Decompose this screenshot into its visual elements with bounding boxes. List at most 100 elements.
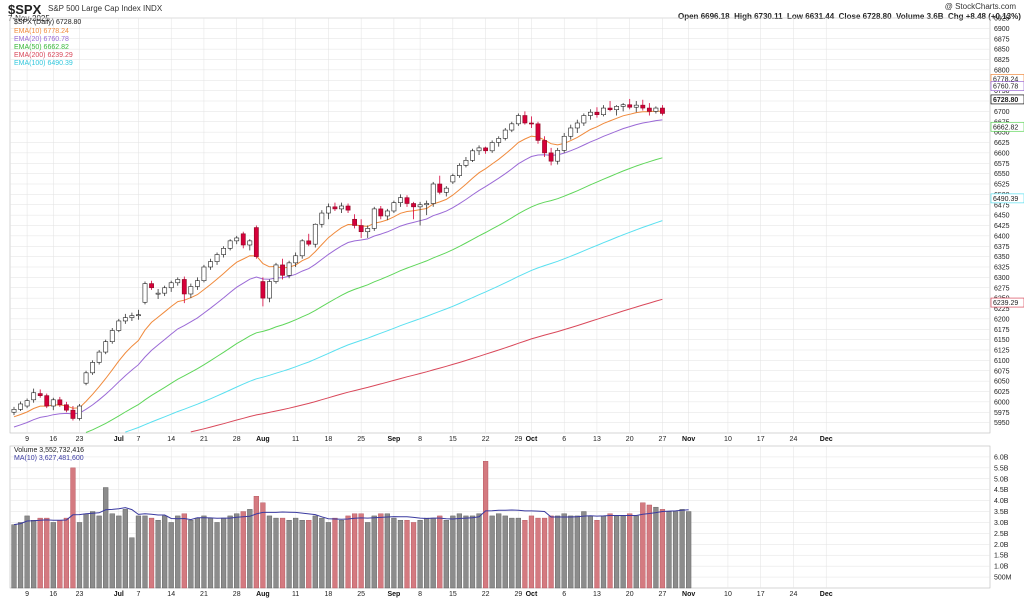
candle bbox=[221, 248, 226, 255]
volume-bar bbox=[489, 515, 495, 589]
candle bbox=[509, 123, 515, 131]
volume-bar bbox=[561, 513, 567, 589]
open-value: 6696.18 bbox=[700, 12, 730, 21]
volume-bar bbox=[443, 520, 449, 589]
volume-bar bbox=[397, 520, 404, 589]
volume-tick-label: 1.5B bbox=[994, 553, 1009, 560]
price-tick-label: 6125 bbox=[994, 348, 1010, 355]
candle bbox=[424, 203, 430, 206]
legend-ema200: EMA(200) 6239.29 bbox=[14, 52, 73, 59]
candle bbox=[325, 206, 331, 214]
volume-bar bbox=[391, 517, 397, 589]
volume-bar bbox=[430, 517, 436, 589]
volume-x-tick: Nov bbox=[682, 591, 695, 598]
price-tick-label: 6925 bbox=[994, 16, 1010, 23]
price-x-tick: 23 bbox=[76, 436, 84, 443]
candle bbox=[561, 135, 567, 151]
volume-tick-label: 4.5B bbox=[994, 487, 1009, 494]
close-value: 6728.80 bbox=[862, 12, 892, 21]
volume-bar bbox=[365, 522, 371, 589]
right-value-box bbox=[990, 94, 1024, 105]
volume-bar bbox=[338, 520, 345, 589]
volume-x-tick: 17 bbox=[757, 591, 765, 598]
candle bbox=[195, 280, 200, 287]
candle bbox=[378, 208, 384, 217]
right-value-label: 6239.29 bbox=[993, 300, 1018, 307]
candle bbox=[515, 115, 521, 125]
volume-x-axis: 9 16 23 Jul 7 14 21 28 Aug 11 18 25 Sep 8 15 22 29 Oct 6 13… bbox=[25, 591, 833, 598]
volume-bar bbox=[286, 520, 292, 589]
volume-bar bbox=[122, 509, 128, 589]
volume-x-tick: 27 bbox=[659, 591, 667, 598]
volume-bar bbox=[142, 515, 148, 589]
candle bbox=[614, 106, 619, 111]
volume-bar bbox=[410, 522, 417, 589]
candle bbox=[574, 122, 580, 129]
volume-bar bbox=[135, 515, 142, 589]
volume-bar bbox=[188, 520, 194, 589]
legend-ema10: EMA(10) 6778.24 bbox=[14, 28, 69, 35]
candle bbox=[640, 104, 646, 109]
candle bbox=[542, 140, 547, 154]
legend-main: $SPX (Daily) 6728.80 bbox=[14, 19, 81, 26]
price-tick-label: 6275 bbox=[994, 285, 1010, 292]
candle bbox=[260, 281, 266, 299]
volume-bar bbox=[450, 515, 456, 589]
volume-ma-line bbox=[13, 507, 689, 526]
candle bbox=[64, 404, 69, 411]
candle bbox=[483, 147, 488, 152]
volume-tick-label: 6.0B bbox=[994, 454, 1009, 461]
low-value: 6631.44 bbox=[805, 12, 835, 21]
candle bbox=[529, 122, 534, 125]
volume-bar bbox=[168, 522, 174, 589]
price-x-tick: 18 bbox=[325, 436, 333, 443]
volume-x-tick: Oct bbox=[526, 591, 538, 598]
volume-bar bbox=[424, 517, 430, 589]
ohlc-readout: Open 6696.18 High 6730.11 Low 6631.44 Cl… bbox=[678, 12, 1021, 21]
ema100-line bbox=[125, 220, 663, 433]
right-value-box bbox=[990, 81, 1024, 92]
volume-label: Volume bbox=[896, 12, 925, 21]
candle bbox=[417, 204, 423, 208]
price-tick-label: 6325 bbox=[994, 265, 1010, 272]
candle bbox=[489, 142, 495, 152]
candle bbox=[122, 317, 128, 322]
volume-bar bbox=[476, 513, 482, 589]
price-tick-label: 6625 bbox=[994, 140, 1010, 147]
candle bbox=[155, 292, 161, 295]
volume-bar bbox=[76, 522, 83, 589]
volume-bar bbox=[522, 520, 528, 589]
volume-bar bbox=[325, 522, 332, 589]
company-name: S&P 500 Large Cap Index INDX bbox=[48, 4, 162, 13]
volume-bar bbox=[227, 515, 233, 589]
candle bbox=[77, 405, 82, 419]
legend-ema100: EMA(100) 6490.39 bbox=[14, 60, 73, 67]
volume-tick-label: 5.5B bbox=[994, 465, 1009, 472]
price-x-tick: Sep bbox=[387, 436, 400, 443]
price-tick-label: 6150 bbox=[994, 337, 1010, 344]
candle bbox=[208, 261, 213, 268]
legend-ema20: EMA(20) 6760.78 bbox=[14, 36, 69, 43]
candle bbox=[201, 266, 207, 281]
volume-bar bbox=[568, 515, 574, 589]
price-tick-label: 6650 bbox=[994, 130, 1010, 137]
volume-value: 3.6B bbox=[926, 12, 944, 21]
volume-bar bbox=[266, 515, 273, 589]
volume-bar bbox=[469, 515, 476, 589]
candle bbox=[496, 138, 502, 143]
legend-vol-ma: MA(10) 3,627,481,600 bbox=[14, 455, 84, 462]
candle bbox=[371, 208, 377, 229]
volume-bar bbox=[194, 517, 201, 589]
volume-bar bbox=[541, 517, 548, 589]
candle bbox=[175, 279, 181, 284]
price-tick-label: 6225 bbox=[994, 306, 1010, 313]
price-tick-label: 6000 bbox=[994, 399, 1010, 406]
price-x-tick: 11 bbox=[292, 436, 299, 443]
candle bbox=[633, 104, 639, 108]
candle bbox=[352, 218, 357, 226]
candle bbox=[365, 228, 371, 233]
price-y-axis: 5950 5975 6000 6025 6050 6075 6100 6125 6150 6175… bbox=[990, 16, 1024, 427]
volume-x-tick: Aug bbox=[256, 591, 270, 598]
volume-bar bbox=[57, 520, 63, 589]
